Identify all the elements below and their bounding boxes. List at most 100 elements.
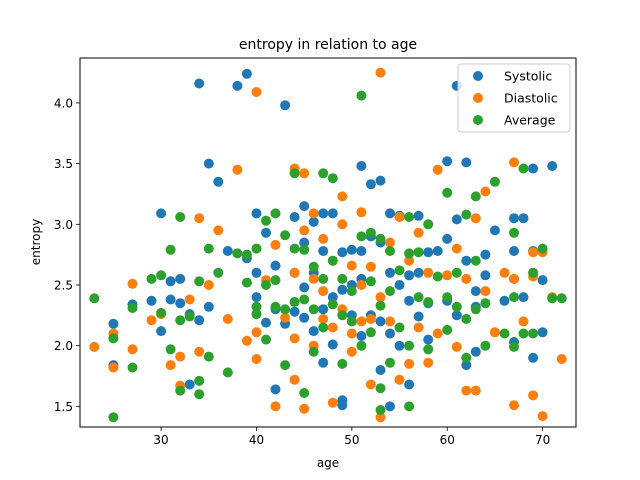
legend-label-systolic: Systolic [504,69,552,84]
point-average-84 [451,267,462,278]
point-diastolic-19 [251,327,262,338]
point-average-96 [509,227,519,238]
point-systolic-64 [375,316,386,327]
point-diastolic-60 [404,255,415,266]
point-average-89 [470,191,481,202]
point-systolic-68 [385,328,395,339]
point-diastolic-10 [184,294,195,305]
y-tick-label-2.5: 2.5 [54,278,73,292]
point-average-81 [442,187,453,198]
point-diastolic-35 [318,233,329,244]
point-average-49 [327,255,338,266]
point-diastolic-65 [423,357,434,368]
point-diastolic-57 [385,316,395,327]
point-average-26 [251,309,262,320]
point-systolic-75 [404,379,415,390]
point-average-5 [146,273,157,284]
y-axis-ticks: 1.5 2.0 2.5 3.0 3.5 4.0 [54,96,80,414]
point-average-72 [404,248,415,259]
point-diastolic-14 [213,225,224,236]
point-average-11 [175,315,186,326]
point-systolic-67 [385,267,395,278]
point-average-98 [509,341,519,352]
point-average-34 [280,304,291,315]
point-systolic-49 [337,284,348,295]
point-systolic-33 [289,306,300,317]
point-average-82 [442,292,453,303]
point-diastolic-7 [165,360,176,371]
point-diastolic-46 [346,346,357,357]
point-average-80 [432,271,443,282]
point-average-69 [394,265,405,276]
point-average-10 [175,212,186,222]
point-diastolic-62 [413,227,424,238]
point-systolic-92 [470,286,481,297]
point-systolic-55 [356,161,367,171]
point-average-90 [470,255,481,266]
point-systolic-74 [404,295,415,306]
point-systolic-71 [394,280,405,290]
point-average-24 [251,243,262,254]
y-tick-label-2.0: 2.0 [54,339,73,353]
point-systolic-36 [299,282,310,293]
point-systolic-7 [165,294,176,305]
point-average-6 [156,270,167,281]
point-average-22 [241,249,252,260]
y-tick-label-4.0: 4.0 [54,96,73,110]
point-systolic-103 [518,213,529,224]
point-diastolic-5 [146,315,157,326]
point-diastolic-17 [241,335,252,346]
point-average-54 [346,286,357,297]
point-diastolic-15 [222,314,233,324]
point-systolic-108 [537,275,548,286]
point-average-43 [308,304,319,315]
point-average-102 [528,328,539,339]
point-average-85 [451,301,462,312]
point-systolic-95 [480,270,491,281]
point-average-76 [413,292,424,303]
point-average-77 [423,219,434,230]
y-axis-label: entropy [29,219,43,265]
point-systolic-47 [327,339,338,350]
point-systolic-104 [518,292,529,303]
point-systolic-56 [356,246,367,256]
point-average-33 [280,230,291,241]
point-average-92 [480,298,491,309]
point-average-15 [194,375,205,386]
point-average-39 [299,244,310,255]
point-average-62 [375,233,386,244]
point-average-1 [108,412,119,423]
x-axis-label: age [317,456,339,470]
point-systolic-31 [289,212,300,222]
point-diastolic-67 [432,328,443,339]
point-diastolic-49 [356,316,367,327]
point-systolic-17 [222,246,233,256]
point-average-40 [299,294,310,305]
point-average-97 [509,292,519,303]
point-average-83 [442,324,453,335]
point-systolic-42 [318,246,329,256]
x-tick-label-50: 50 [344,433,359,447]
point-systolic-35 [299,237,310,248]
point-systolic-89 [461,157,472,168]
point-average-100 [518,328,529,339]
point-diastolic-28 [289,374,300,385]
point-diastolic-89 [556,354,567,364]
point-average-78 [423,297,434,307]
point-diastolic-63 [413,322,424,333]
point-systolic-5 [156,326,167,337]
point-average-35 [280,360,291,371]
point-average-29 [261,334,271,345]
point-systolic-40 [308,326,319,337]
point-average-9 [165,344,176,355]
point-systolic-41 [318,208,329,219]
point-diastolic-54 [375,292,386,303]
point-diastolic-79 [509,157,519,168]
point-average-103 [537,243,548,254]
legend-marker-systolic [473,71,483,81]
point-systolic-110 [547,161,558,171]
point-systolic-109 [537,327,548,338]
point-average-99 [518,163,529,174]
point-diastolic-80 [509,273,519,284]
